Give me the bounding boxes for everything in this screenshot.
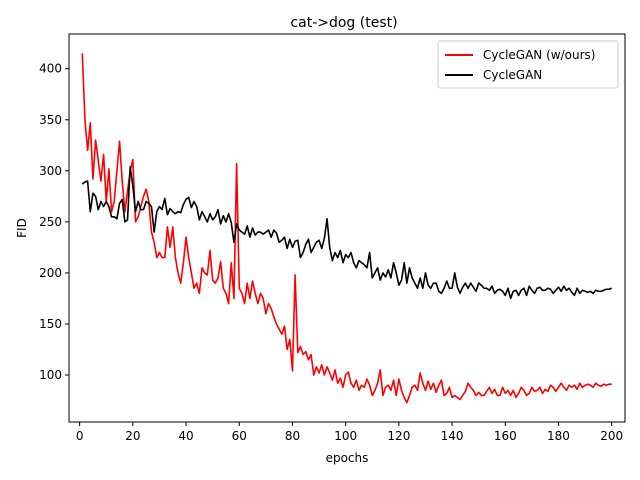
legend-label-cyclegan: CycleGAN [483, 68, 542, 82]
x-tick-label: 60 [232, 429, 247, 443]
x-tick-label: 120 [387, 429, 410, 443]
x-tick-label: 140 [441, 429, 464, 443]
y-tick-label: 350 [39, 113, 62, 127]
x-tick-label: 80 [285, 429, 300, 443]
x-tick-label: 180 [547, 429, 570, 443]
y-tick-label: 250 [39, 215, 62, 229]
y-tick-label: 400 [39, 62, 62, 76]
legend-label-cyclegan-ours: CycleGAN (w/ours) [483, 48, 595, 62]
y-axis: 100 150 200 250 300 350 400 [39, 62, 69, 382]
legend: CycleGAN (w/ours) CycleGAN [437, 40, 619, 89]
y-tick-label: 100 [39, 368, 62, 382]
series-line-cyclegan-ours [81, 53, 612, 404]
x-tick-label: 200 [600, 429, 623, 443]
series-line-cyclegan [81, 165, 612, 300]
y-tick-label: 200 [39, 266, 62, 280]
plot-lines [81, 53, 612, 404]
x-axis-label: epochs [326, 451, 369, 465]
y-tick-label: 150 [39, 317, 62, 331]
x-tick-label: 20 [125, 429, 140, 443]
x-tick-label: 0 [76, 429, 84, 443]
legend-box [437, 40, 619, 89]
x-tick-label: 160 [494, 429, 517, 443]
x-tick-label: 100 [334, 429, 357, 443]
x-axis: 0 20 40 60 80 100 120 140 160 180 200 [76, 422, 623, 443]
x-tick-label: 40 [178, 429, 193, 443]
y-tick-label: 300 [39, 164, 62, 178]
plot-frame [68, 33, 626, 423]
chart-title: cat->dog (test) [290, 15, 397, 31]
y-axis-label: FID [15, 218, 29, 238]
